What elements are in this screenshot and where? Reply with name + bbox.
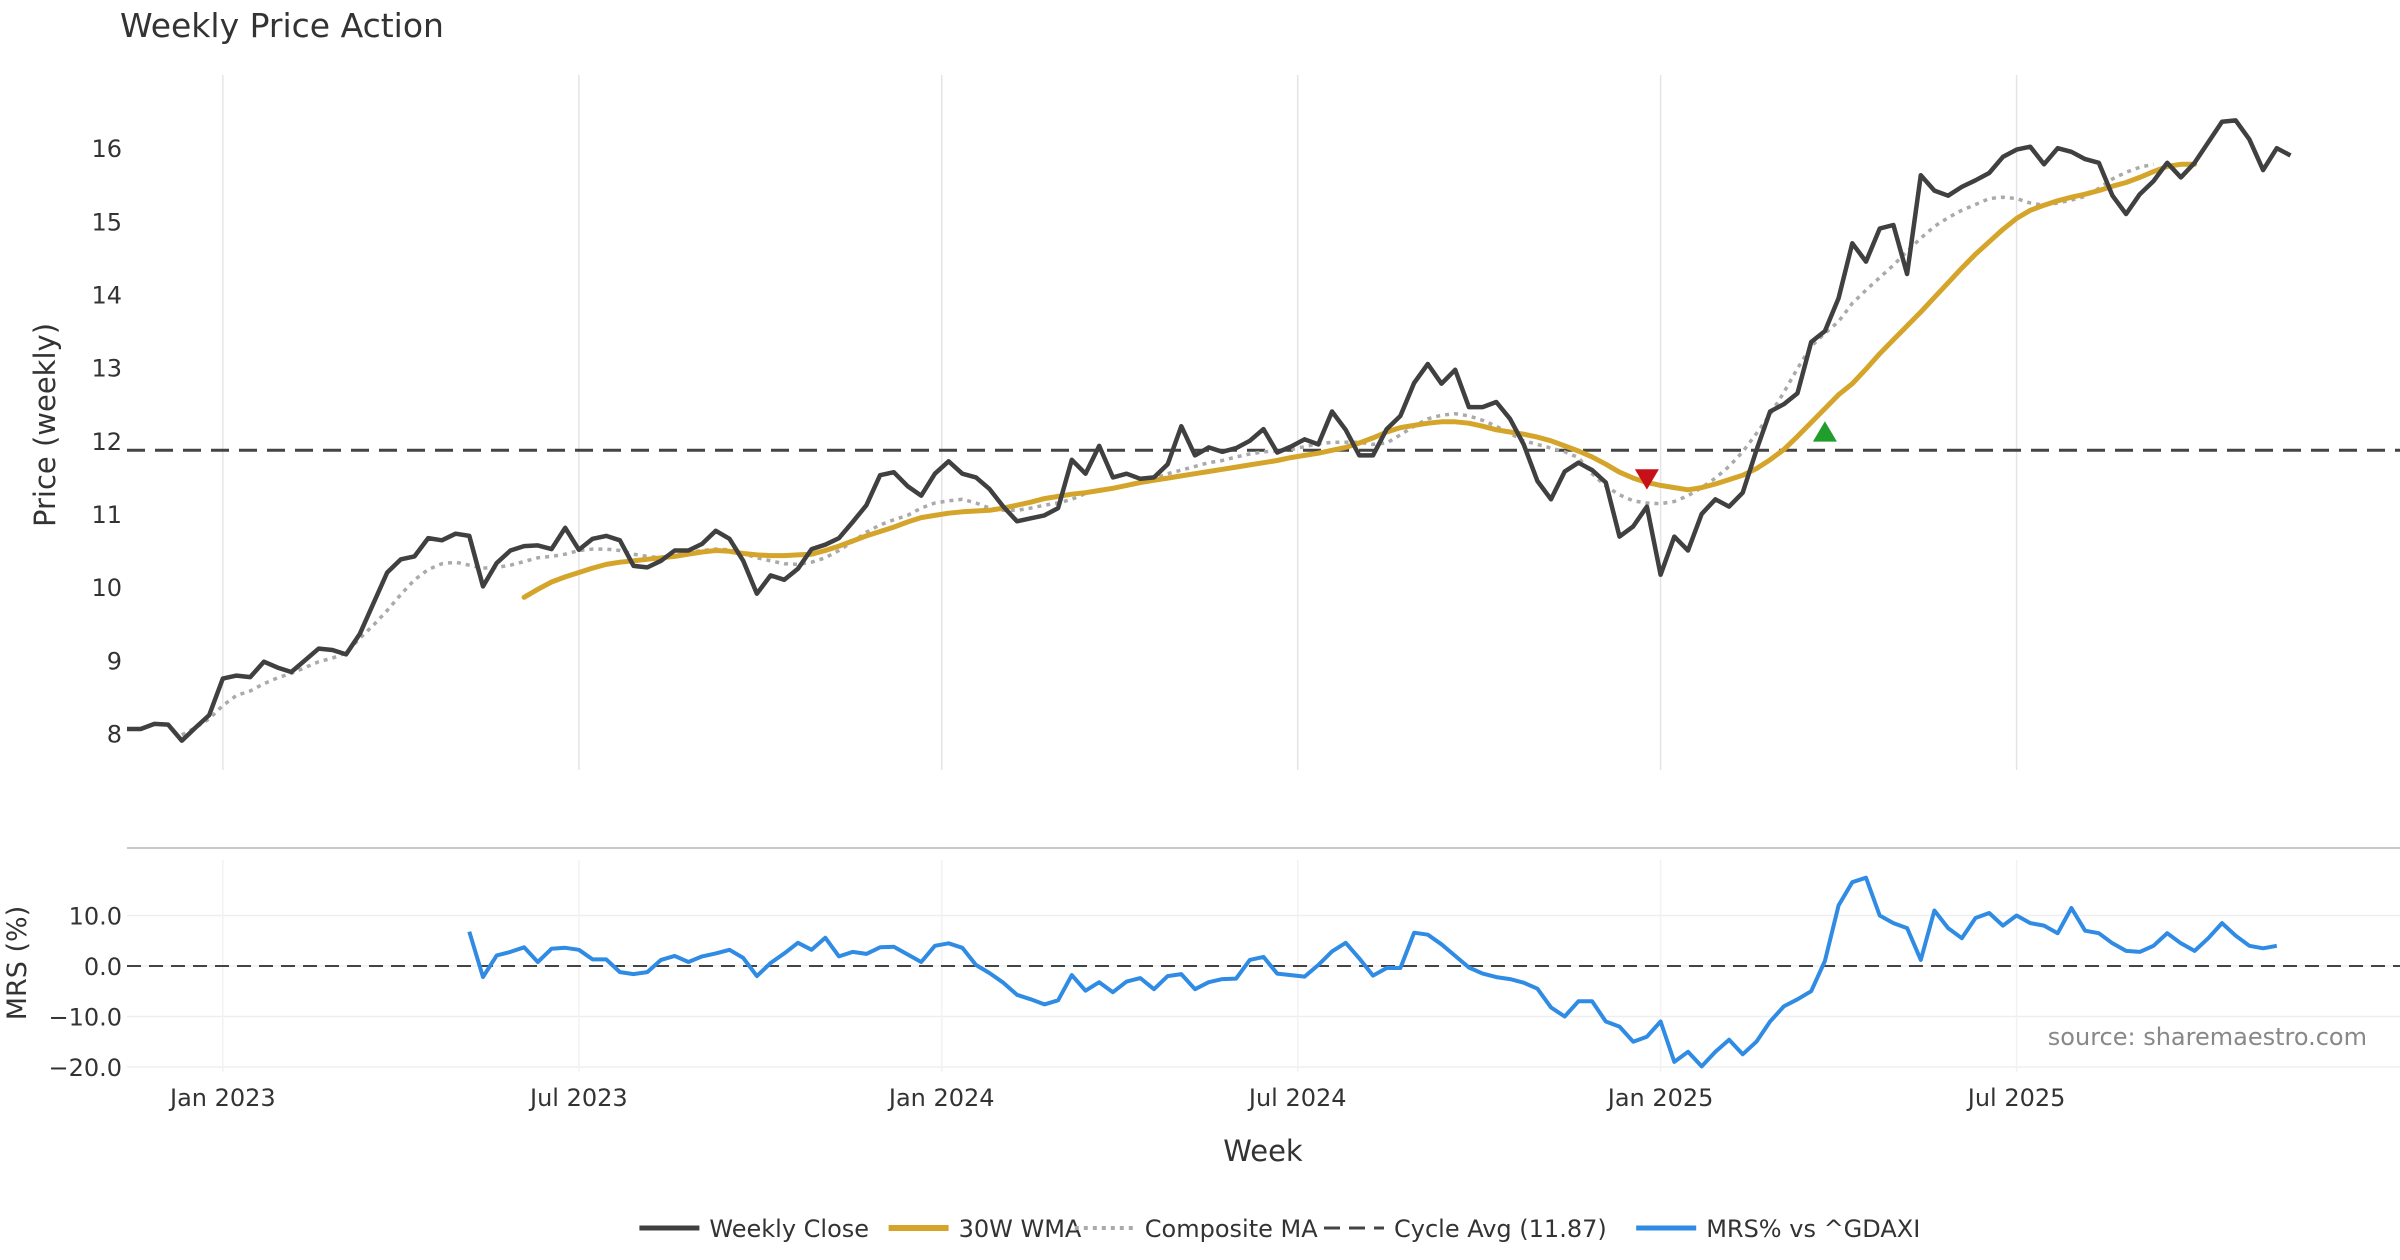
x-tick-label: Jan 2023 bbox=[168, 1084, 276, 1112]
x-tick-label: Jul 2025 bbox=[1966, 1084, 2066, 1112]
price-y-tick-label: 9 bbox=[107, 647, 122, 675]
price-y-axis-title: Price (weekly) bbox=[28, 323, 62, 527]
legend: Weekly Close 30W WMA Composite MA Cycle Avg… bbox=[639, 1215, 1920, 1243]
price-y-tick-label: 14 bbox=[91, 281, 122, 309]
x-tick-label: Jul 2023 bbox=[528, 1084, 628, 1112]
x-tick-label: Jul 2024 bbox=[1247, 1084, 1347, 1112]
x-tick-label: Jan 2025 bbox=[1606, 1084, 1714, 1112]
mrs-panel: 10.0 0.0 −10.0 −20.0 bbox=[48, 860, 2400, 1082]
price-y-tick-label: 13 bbox=[91, 355, 122, 383]
chart-title: Weekly Price Action bbox=[120, 6, 444, 45]
legend-item-composite: Composite MA bbox=[1074, 1215, 1318, 1243]
price-y-tick-label: 16 bbox=[91, 135, 122, 163]
mrs-y-tick-label: −10.0 bbox=[48, 1003, 122, 1031]
price-y-tick-label: 15 bbox=[91, 208, 122, 236]
mrs-y-tick-label: 0.0 bbox=[84, 953, 122, 981]
composite-ma-line bbox=[180, 162, 2154, 737]
legend-label-mrs: MRS% vs ^GDAXI bbox=[1706, 1215, 1920, 1243]
price-y-tick-label: 10 bbox=[91, 574, 122, 602]
mrs-y-axis-title: MRS (%) bbox=[2, 906, 33, 1021]
legend-label-cycle: Cycle Avg (11.87) bbox=[1394, 1215, 1607, 1243]
mrs-y-tick-label: −20.0 bbox=[48, 1054, 122, 1082]
price-y-tick-label: 11 bbox=[91, 501, 122, 529]
source-label: source: sharemaestro.com bbox=[2048, 1023, 2367, 1051]
mrs-y-tick-label: 10.0 bbox=[69, 903, 122, 931]
x-tick-label: Jan 2024 bbox=[887, 1084, 995, 1112]
legend-item-wma: 30W WMA bbox=[888, 1215, 1082, 1243]
x-axis-title: Week bbox=[1223, 1134, 1303, 1168]
weekly-close-line bbox=[127, 118, 2292, 743]
legend-item-close: Weekly Close bbox=[639, 1215, 869, 1243]
wma-30w-line bbox=[521, 161, 2198, 600]
legend-item-mrs: MRS% vs ^GDAXI bbox=[1636, 1215, 1920, 1243]
legend-item-cycle: Cycle Avg (11.87) bbox=[1324, 1215, 1607, 1243]
legend-label-close: Weekly Close bbox=[709, 1215, 869, 1243]
price-y-tick-label: 12 bbox=[91, 428, 122, 456]
legend-label-wma: 30W WMA bbox=[959, 1215, 1082, 1243]
mrs-line bbox=[467, 875, 2278, 1069]
price-y-tick-label: 8 bbox=[107, 720, 122, 748]
buy-signal-marker bbox=[1812, 421, 1837, 442]
legend-label-composite: Composite MA bbox=[1145, 1215, 1318, 1243]
x-axis: Jan 2023 Jul 2023 Jan 2024 Jul 2024 Jan 2025… bbox=[168, 1084, 2065, 1112]
sell-signal-marker bbox=[1634, 469, 1659, 490]
price-panel: 8 9 10 11 12 13 14 15 16 bbox=[91, 75, 2400, 770]
